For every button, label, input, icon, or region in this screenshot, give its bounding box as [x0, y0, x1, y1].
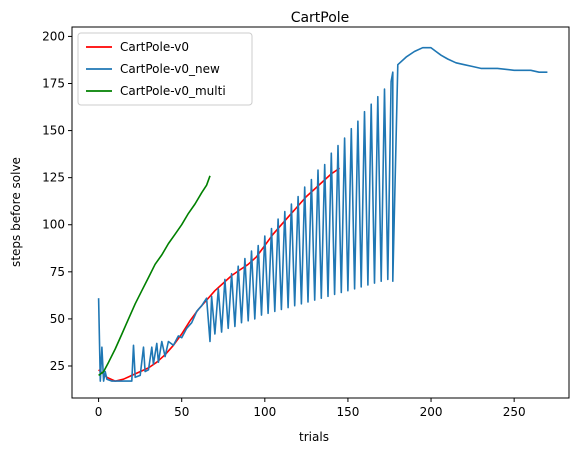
x-tick-label: 200	[420, 405, 443, 419]
series-line-0	[98, 167, 341, 382]
series-line-1	[97, 46, 548, 382]
x-axis-label: trials	[299, 430, 329, 444]
legend-label-1: CartPole-v0_new	[120, 62, 220, 76]
x-tick-label: 50	[174, 405, 189, 419]
y-tick-label: 50	[50, 312, 65, 326]
x-tick-label: 0	[95, 405, 103, 419]
y-axis-label: steps before solve	[9, 157, 23, 267]
y-tick-label: 200	[42, 29, 65, 43]
chart-title: CartPole	[291, 10, 350, 26]
y-tick-label: 125	[42, 171, 65, 185]
legend-frame	[77, 32, 253, 106]
plot-frame	[71, 26, 570, 399]
y-tick-label: 25	[50, 359, 65, 373]
x-axis: 0 50 100 150 200 250	[95, 398, 526, 419]
y-tick-label: 175	[42, 76, 65, 90]
x-tick-label: 150	[336, 405, 359, 419]
x-tick-label: 100	[253, 405, 276, 419]
legend-label-2: CartPole-v0_multi	[120, 84, 226, 98]
y-tick-label: 75	[50, 265, 65, 279]
y-axis: 25 50 75 100 125 150 175 200	[42, 29, 72, 373]
legend-label-0: CartPole-v0	[120, 40, 189, 54]
x-tick-label: 250	[503, 405, 526, 419]
series-layer	[97, 46, 548, 382]
series-line-2	[98, 175, 211, 377]
y-tick-label: 100	[42, 218, 65, 232]
y-tick-label: 150	[42, 124, 65, 138]
legend: CartPole-v0 CartPole-v0_new CartPole-v0_mu…	[77, 32, 253, 106]
